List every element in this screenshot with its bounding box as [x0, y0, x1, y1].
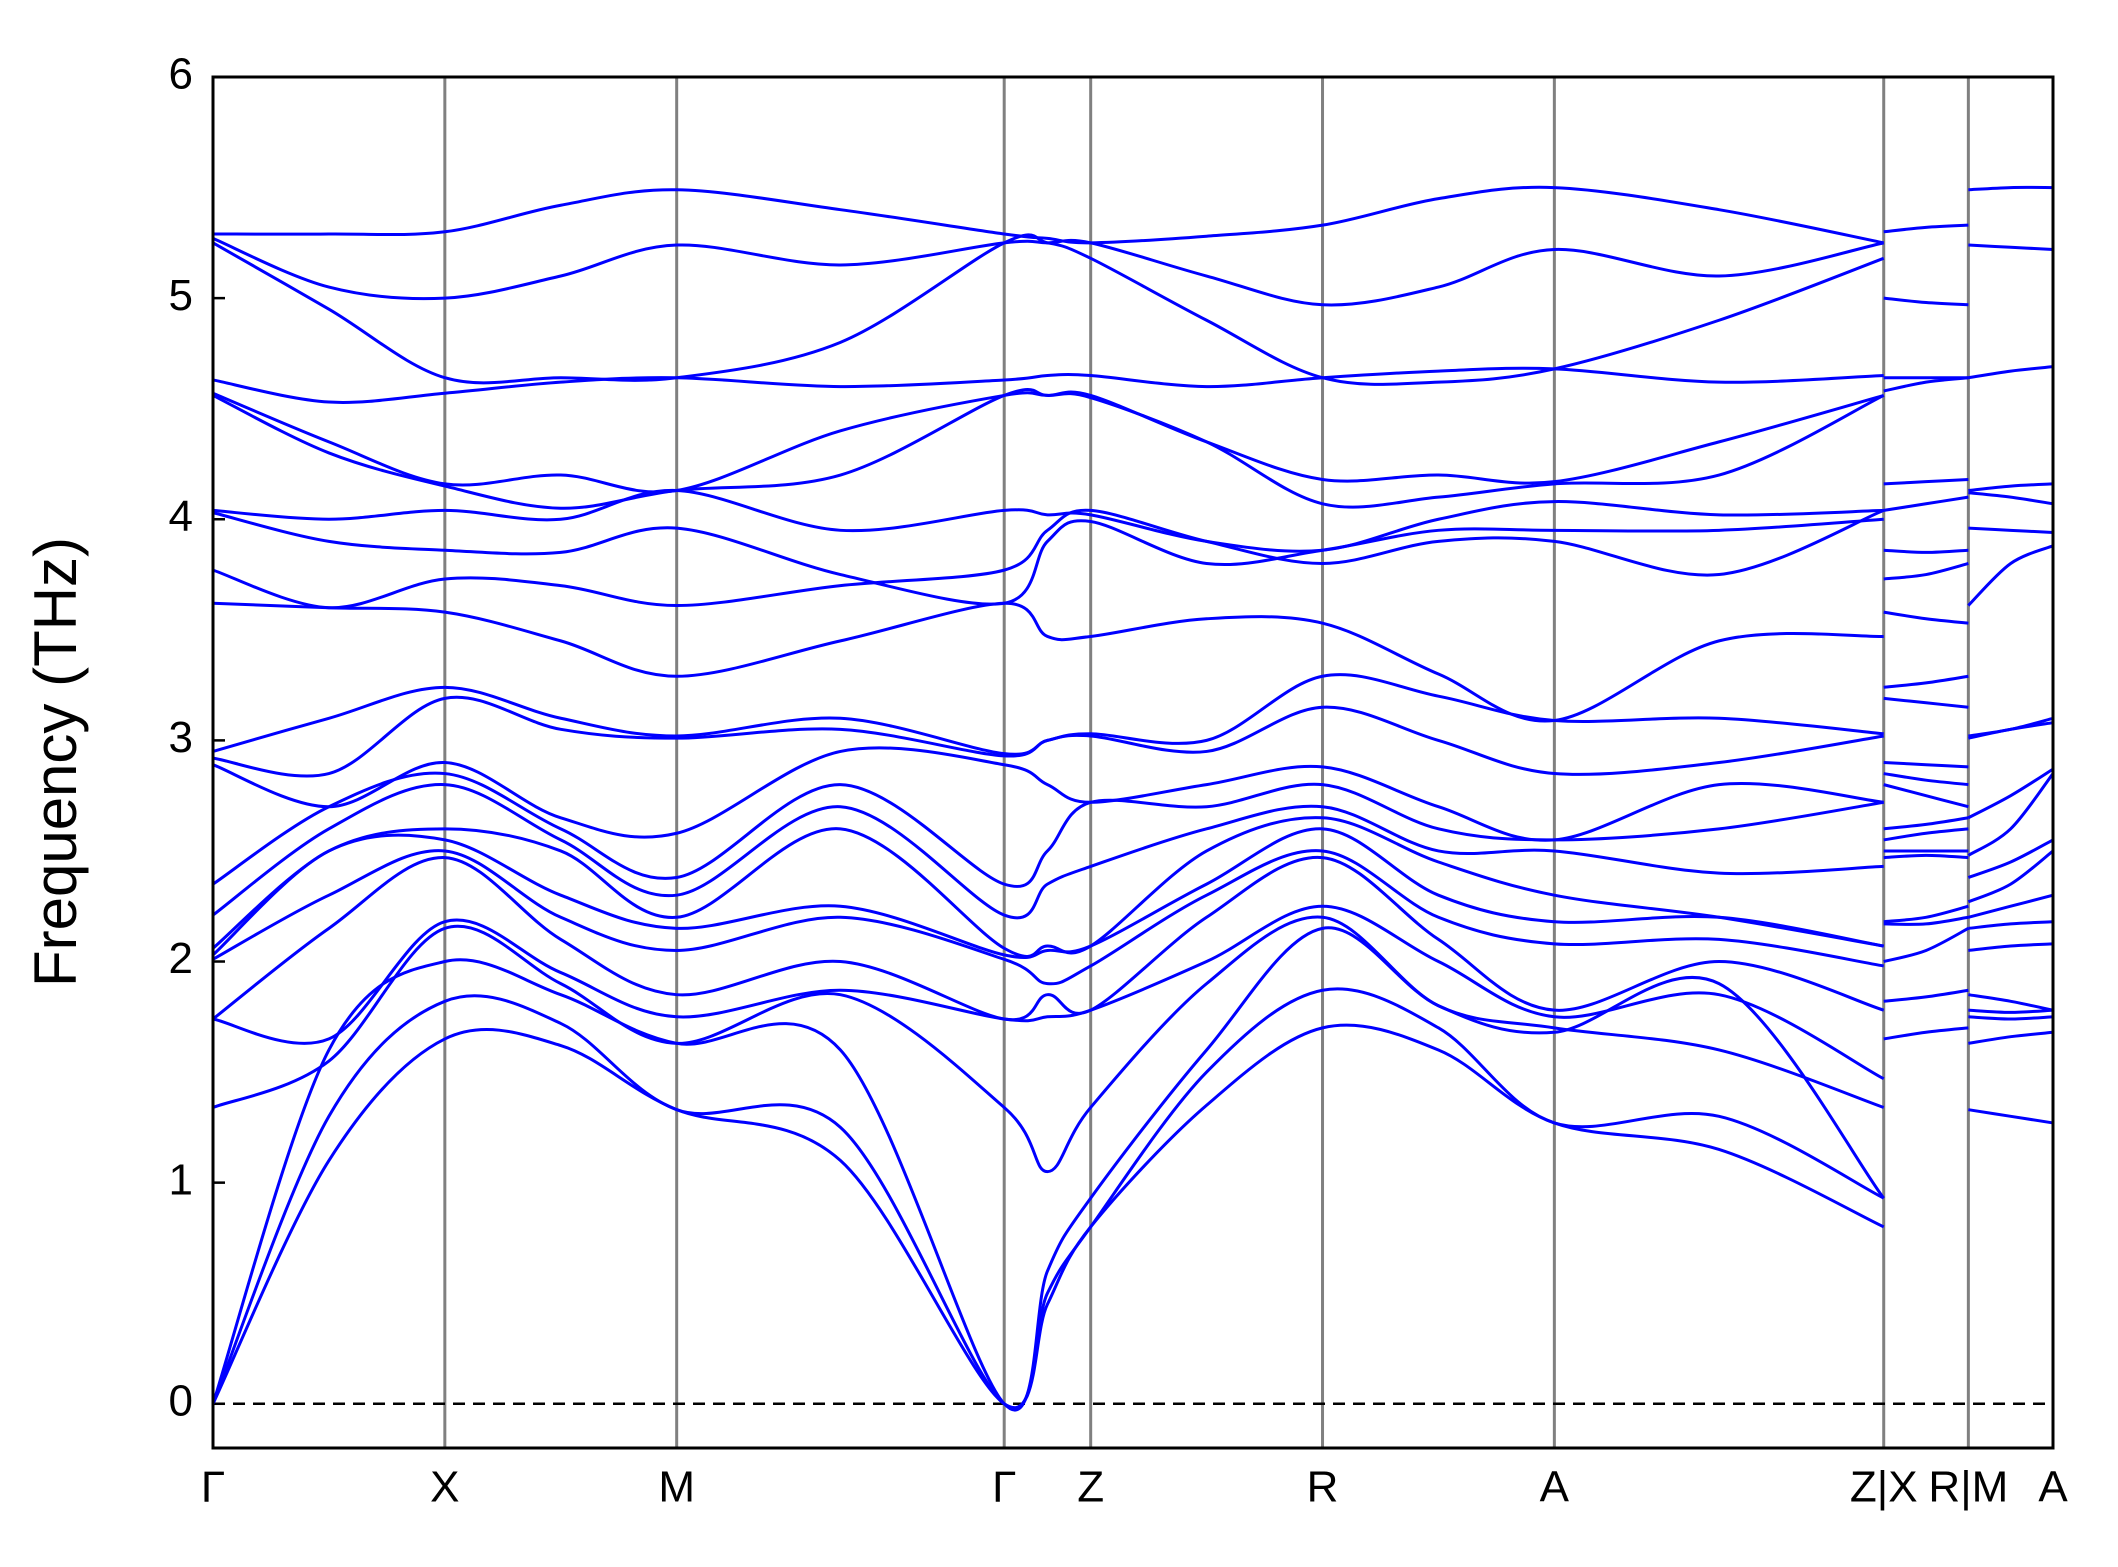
x-tick-label: Z|X	[1850, 1463, 1918, 1512]
band-line	[212, 695, 2054, 778]
band-line	[212, 185, 1885, 245]
band-line	[212, 746, 2054, 842]
band-line	[211, 987, 2054, 1410]
y-tick-label: 3	[169, 713, 193, 762]
band-line	[211, 827, 2054, 960]
band-line	[212, 816, 2054, 958]
band-line	[212, 849, 2054, 986]
band-line	[212, 904, 2054, 1081]
y-axis-label: Frequency (THz)	[22, 537, 89, 987]
y-tick-label: 4	[169, 492, 193, 541]
x-tick-label: M	[658, 1463, 695, 1512]
band-line	[212, 491, 2054, 606]
band-line	[212, 915, 2054, 1174]
y-tick-label: 6	[169, 50, 193, 99]
x-tick-label: Γ	[201, 1463, 225, 1512]
x-tick-label: Γ	[992, 1463, 1016, 1512]
band-line	[212, 482, 2054, 553]
x-tick-label: A	[2038, 1463, 2068, 1512]
x-tick-label: X	[430, 1463, 459, 1512]
y-tick-label: 1	[169, 1155, 193, 1204]
band-line	[212, 783, 2054, 920]
y-tick-label: 2	[169, 934, 193, 983]
band-line	[212, 223, 1969, 307]
y-tick-label: 5	[169, 271, 193, 320]
band-line	[211, 1023, 2054, 1409]
y-tick-label: 0	[169, 1376, 193, 1425]
band-line	[212, 508, 2054, 610]
x-tick-label: R|M	[1928, 1463, 2008, 1512]
x-tick-label: R	[1307, 1463, 1339, 1512]
plot-frame	[211, 75, 2055, 1450]
band-line	[212, 853, 2054, 1022]
x-tick-label: A	[1540, 1463, 1570, 1512]
x-tick-label: Z	[1077, 1463, 1104, 1512]
band-line	[212, 544, 2054, 723]
band-line	[211, 926, 2054, 1412]
